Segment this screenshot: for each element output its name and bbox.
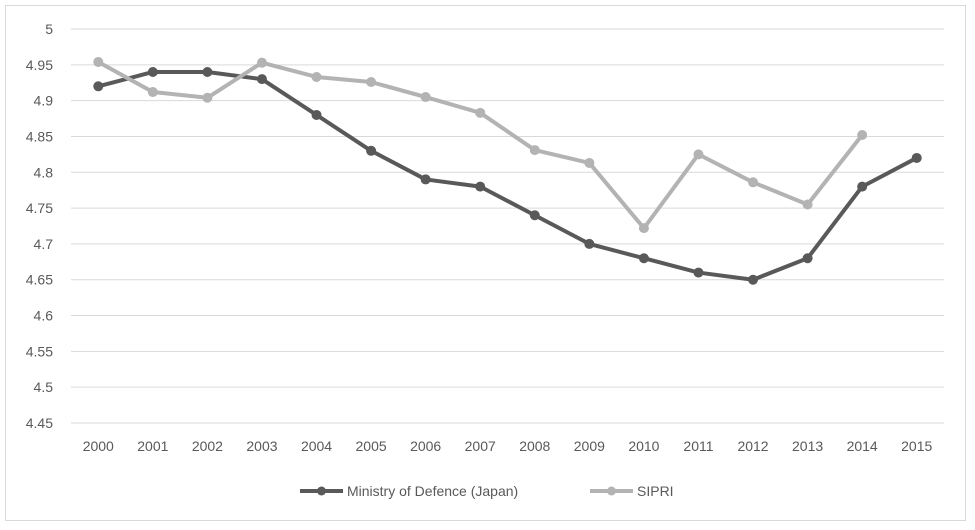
x-tick-label: 2015 [901,438,932,454]
data-point[interactable] [311,109,322,120]
data-point[interactable] [93,56,104,67]
data-point[interactable] [147,66,158,77]
data-point[interactable] [420,92,431,103]
y-tick-label: 4.45 [26,415,53,431]
data-point[interactable] [638,223,649,234]
x-tick-label: 2005 [356,438,387,454]
y-axis-ticks: 4.45 4.5 4.55 4.6 4.65 4.7 4.75 4.8 4.85 4.9 4.95 5 [26,21,53,431]
data-point[interactable] [202,66,213,77]
data-point[interactable] [857,130,868,141]
y-tick-label: 4.85 [26,128,53,144]
x-tick-label: 2006 [410,438,441,454]
data-point[interactable] [366,145,377,156]
data-point[interactable] [256,74,267,85]
legend-item-sipri[interactable]: SIPRI [590,483,674,499]
x-tick-label: 2001 [137,438,168,454]
x-tick-label: 2002 [192,438,223,454]
legend-label-sipri: SIPRI [637,483,674,499]
legend-marker-ministry [317,486,326,496]
x-tick-label: 2007 [465,438,496,454]
x-tick-label: 2009 [574,438,605,454]
series-group [93,56,922,285]
data-point[interactable] [93,81,104,92]
series-ministry [93,66,922,285]
data-point[interactable] [911,152,922,163]
data-point[interactable] [420,174,431,185]
gridlines [71,28,944,424]
data-point[interactable] [529,145,540,156]
legend-marker-sipri [607,486,616,496]
legend: Ministry of Defence (Japan) SIPRI [300,483,674,499]
x-tick-label: 2000 [83,438,114,454]
x-tick-label: 2011 [683,438,713,454]
y-tick-label: 4.9 [34,93,54,109]
data-point[interactable] [802,253,813,264]
y-tick-label: 4.8 [34,164,54,180]
data-point[interactable] [202,92,213,103]
x-tick-label: 2008 [519,438,550,454]
data-point[interactable] [693,149,704,160]
data-point[interactable] [256,57,267,68]
data-point[interactable] [529,210,540,221]
x-tick-label: 2013 [792,438,823,454]
data-point[interactable] [638,253,649,264]
data-point[interactable] [584,157,595,168]
data-point[interactable] [311,71,322,82]
y-tick-label: 4.7 [34,236,54,252]
x-tick-label: 2012 [737,438,768,454]
chart-frame [5,5,966,521]
data-point[interactable] [475,181,486,192]
y-tick-label: 4.75 [26,200,53,216]
y-tick-label: 5 [45,21,53,37]
x-tick-label: 2010 [628,438,659,454]
x-tick-label: 2004 [301,438,332,454]
data-point[interactable] [802,199,813,210]
data-point[interactable] [475,107,486,118]
data-point[interactable] [147,87,158,98]
data-point[interactable] [584,238,595,249]
data-point[interactable] [748,177,759,188]
legend-label-ministry: Ministry of Defence (Japan) [347,483,518,499]
y-tick-label: 4.5 [34,379,54,395]
legend-item-ministry[interactable]: Ministry of Defence (Japan) [300,483,518,499]
data-point[interactable] [693,267,704,278]
x-axis-ticks: 2000 2001 2002 2003 2004 2005 2006 2007 2008 2009… [83,438,933,454]
x-tick-label: 2014 [847,438,878,454]
series-line [96,59,865,231]
y-tick-label: 4.95 [26,57,53,73]
series-sipri [93,56,868,234]
series-line [96,69,919,282]
y-tick-label: 4.6 [34,308,54,324]
data-point[interactable] [748,274,759,285]
y-tick-label: 4.65 [26,272,53,288]
x-tick-label: 2003 [246,438,277,454]
data-point[interactable] [366,77,377,88]
data-point[interactable] [857,181,868,192]
y-tick-label: 4.55 [26,343,53,359]
